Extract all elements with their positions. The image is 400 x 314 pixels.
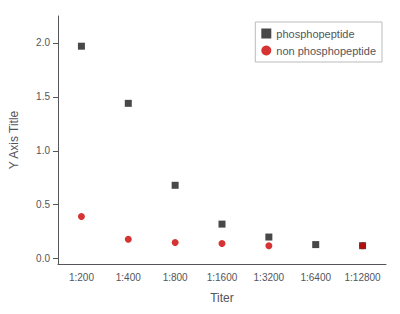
svg-text:Titer: Titer — [210, 291, 234, 305]
svg-text:1:1600: 1:1600 — [207, 272, 238, 283]
svg-text:phosphopeptide: phosphopeptide — [276, 28, 354, 40]
svg-text:0.5: 0.5 — [36, 199, 50, 210]
svg-text:Y Axis Title: Y Axis Title — [7, 110, 21, 169]
svg-text:1:800: 1:800 — [163, 272, 188, 283]
svg-text:1.5: 1.5 — [36, 91, 50, 102]
svg-text:1:3200: 1:3200 — [254, 272, 285, 283]
svg-text:2.0: 2.0 — [36, 37, 50, 48]
svg-text:non phosphopeptide: non phosphopeptide — [276, 45, 376, 57]
svg-text:1:6400: 1:6400 — [300, 272, 331, 283]
svg-text:1:200: 1:200 — [69, 272, 94, 283]
svg-text:1:12800: 1:12800 — [344, 272, 381, 283]
svg-text:1:400: 1:400 — [116, 272, 141, 283]
svg-text:1.0: 1.0 — [36, 145, 50, 156]
svg-text:0.0: 0.0 — [36, 253, 50, 264]
